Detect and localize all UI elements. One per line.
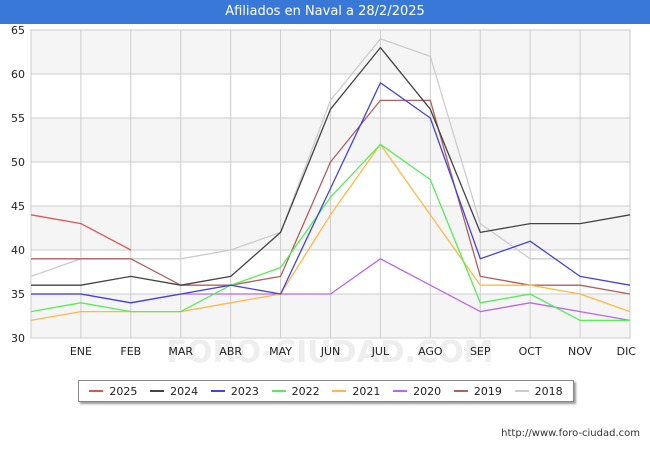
- legend-label: 2018: [534, 384, 563, 398]
- y-tick-label: 45: [11, 200, 25, 213]
- series-line-2025: [30, 214, 132, 251]
- legend-label: 2022: [291, 384, 320, 398]
- x-tick-label: JUL: [371, 345, 390, 358]
- legend-swatch: [514, 390, 529, 392]
- y-tick-label: 65: [11, 24, 25, 37]
- x-axis-ticks: ENE FEB MAR ABR MAY JUN JUL AGO SEP OCT NOV DIC: [70, 345, 636, 358]
- legend-label: 2023: [230, 384, 259, 398]
- legend-label: 2019: [473, 384, 502, 398]
- legend-swatch: [150, 390, 165, 392]
- x-tick-label: ABR: [219, 345, 242, 358]
- x-tick-label: NOV: [568, 345, 593, 358]
- legend-item-2022: 2022: [271, 384, 320, 398]
- y-tick-label: 35: [11, 288, 25, 301]
- y-tick-label: 60: [11, 68, 25, 81]
- x-tick-label: SEP: [470, 345, 491, 358]
- grid-lines: [30, 29, 631, 339]
- x-tick-label: AGO: [418, 345, 443, 358]
- y-tick-label: 30: [11, 332, 25, 345]
- x-tick-label: MAR: [168, 345, 193, 358]
- y-tick-label: 50: [11, 156, 25, 169]
- chart-title: Afiliados en Naval a 28/2/2025: [0, 0, 650, 24]
- legend-swatch: [453, 390, 468, 392]
- x-tick-label: OCT: [519, 345, 542, 358]
- legend-item-2020: 2020: [393, 385, 441, 398]
- series-line-2023: [31, 82, 631, 304]
- legend-item-2024: 2024: [150, 385, 198, 398]
- series-lines: [30, 38, 631, 322]
- y-tick-label: 55: [11, 112, 25, 125]
- legend: 2025 2024 2023 2022 2021 2020 2019 2018: [78, 380, 574, 402]
- legend-item-2023: 2023: [210, 384, 259, 398]
- series-line-2024: [31, 46, 631, 286]
- legend-item-2019: 2019: [453, 384, 502, 398]
- x-tick-label: DIC: [617, 345, 637, 358]
- legend-item-2025: 2025: [89, 385, 137, 398]
- legend-item-2018: 2018: [514, 384, 563, 398]
- x-tick-label: JUN: [320, 345, 341, 358]
- legend-label: 2021: [352, 384, 381, 398]
- legend-swatch: [393, 390, 408, 392]
- x-tick-label: MAY: [269, 345, 292, 358]
- watermark: FORO-CIUDAD.COM: [167, 335, 494, 370]
- legend-item-2021: 2021: [332, 385, 380, 398]
- legend-swatch: [332, 390, 347, 392]
- legend-label: 2020: [413, 384, 442, 398]
- legend-label: 2024: [170, 384, 199, 398]
- footer-url: http://www.foro-ciudad.com: [501, 428, 640, 439]
- series-line-2022: [30, 143, 630, 322]
- y-axis-ticks: 30 35 40 45 50 55 60 65: [11, 24, 25, 345]
- y-tick-label: 40: [11, 244, 25, 257]
- legend-swatch: [89, 390, 104, 392]
- x-tick-label: FEB: [120, 345, 141, 358]
- legend-swatch: [210, 390, 225, 392]
- legend-swatch: [271, 390, 286, 392]
- x-tick-label: ENE: [70, 345, 92, 358]
- legend-label: 2025: [109, 384, 138, 398]
